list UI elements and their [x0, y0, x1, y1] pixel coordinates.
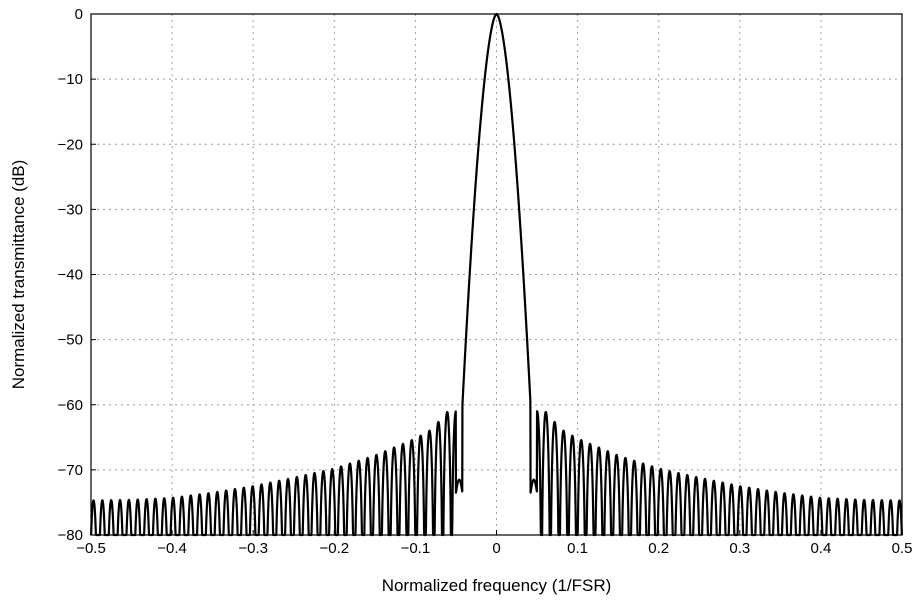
y-axis-label: Normalized transmittance (dB)	[9, 160, 28, 390]
y-tick-label: −60	[58, 397, 83, 414]
x-tick-label: −0.2	[319, 540, 349, 557]
x-tick-label: 0	[492, 540, 500, 557]
y-tick-label: 0	[75, 6, 83, 23]
y-tick-label: −30	[58, 201, 83, 218]
x-tick-label: 0.1	[567, 540, 588, 557]
grid	[91, 14, 902, 535]
y-axis-ticks: 0 −10 −20 −30 −40 −50 −60 −70 −80	[58, 6, 96, 544]
y-tick-label: −10	[58, 71, 83, 88]
x-axis-ticks: −0.5 −0.4 −0.3 −0.2 −0.1 0 0.1 0.2 0.3 0.4 0.5	[76, 530, 912, 557]
y-tick-label: −50	[58, 332, 83, 349]
x-tick-label: −0.4	[157, 540, 187, 557]
x-tick-label: 0.5	[892, 540, 913, 557]
x-tick-label: 0.4	[810, 540, 831, 557]
y-tick-label: −40	[58, 267, 83, 284]
y-tick-label: −70	[58, 462, 83, 479]
x-tick-label: 0.2	[648, 540, 669, 557]
x-axis-label: Normalized frequency (1/FSR)	[382, 576, 612, 595]
x-tick-label: −0.3	[238, 540, 268, 557]
y-tick-label: −20	[58, 136, 83, 153]
x-tick-label: 0.3	[729, 540, 750, 557]
y-tick-label: −80	[58, 527, 83, 544]
x-tick-label: −0.1	[401, 540, 431, 557]
x-tick-label: −0.5	[76, 540, 106, 557]
